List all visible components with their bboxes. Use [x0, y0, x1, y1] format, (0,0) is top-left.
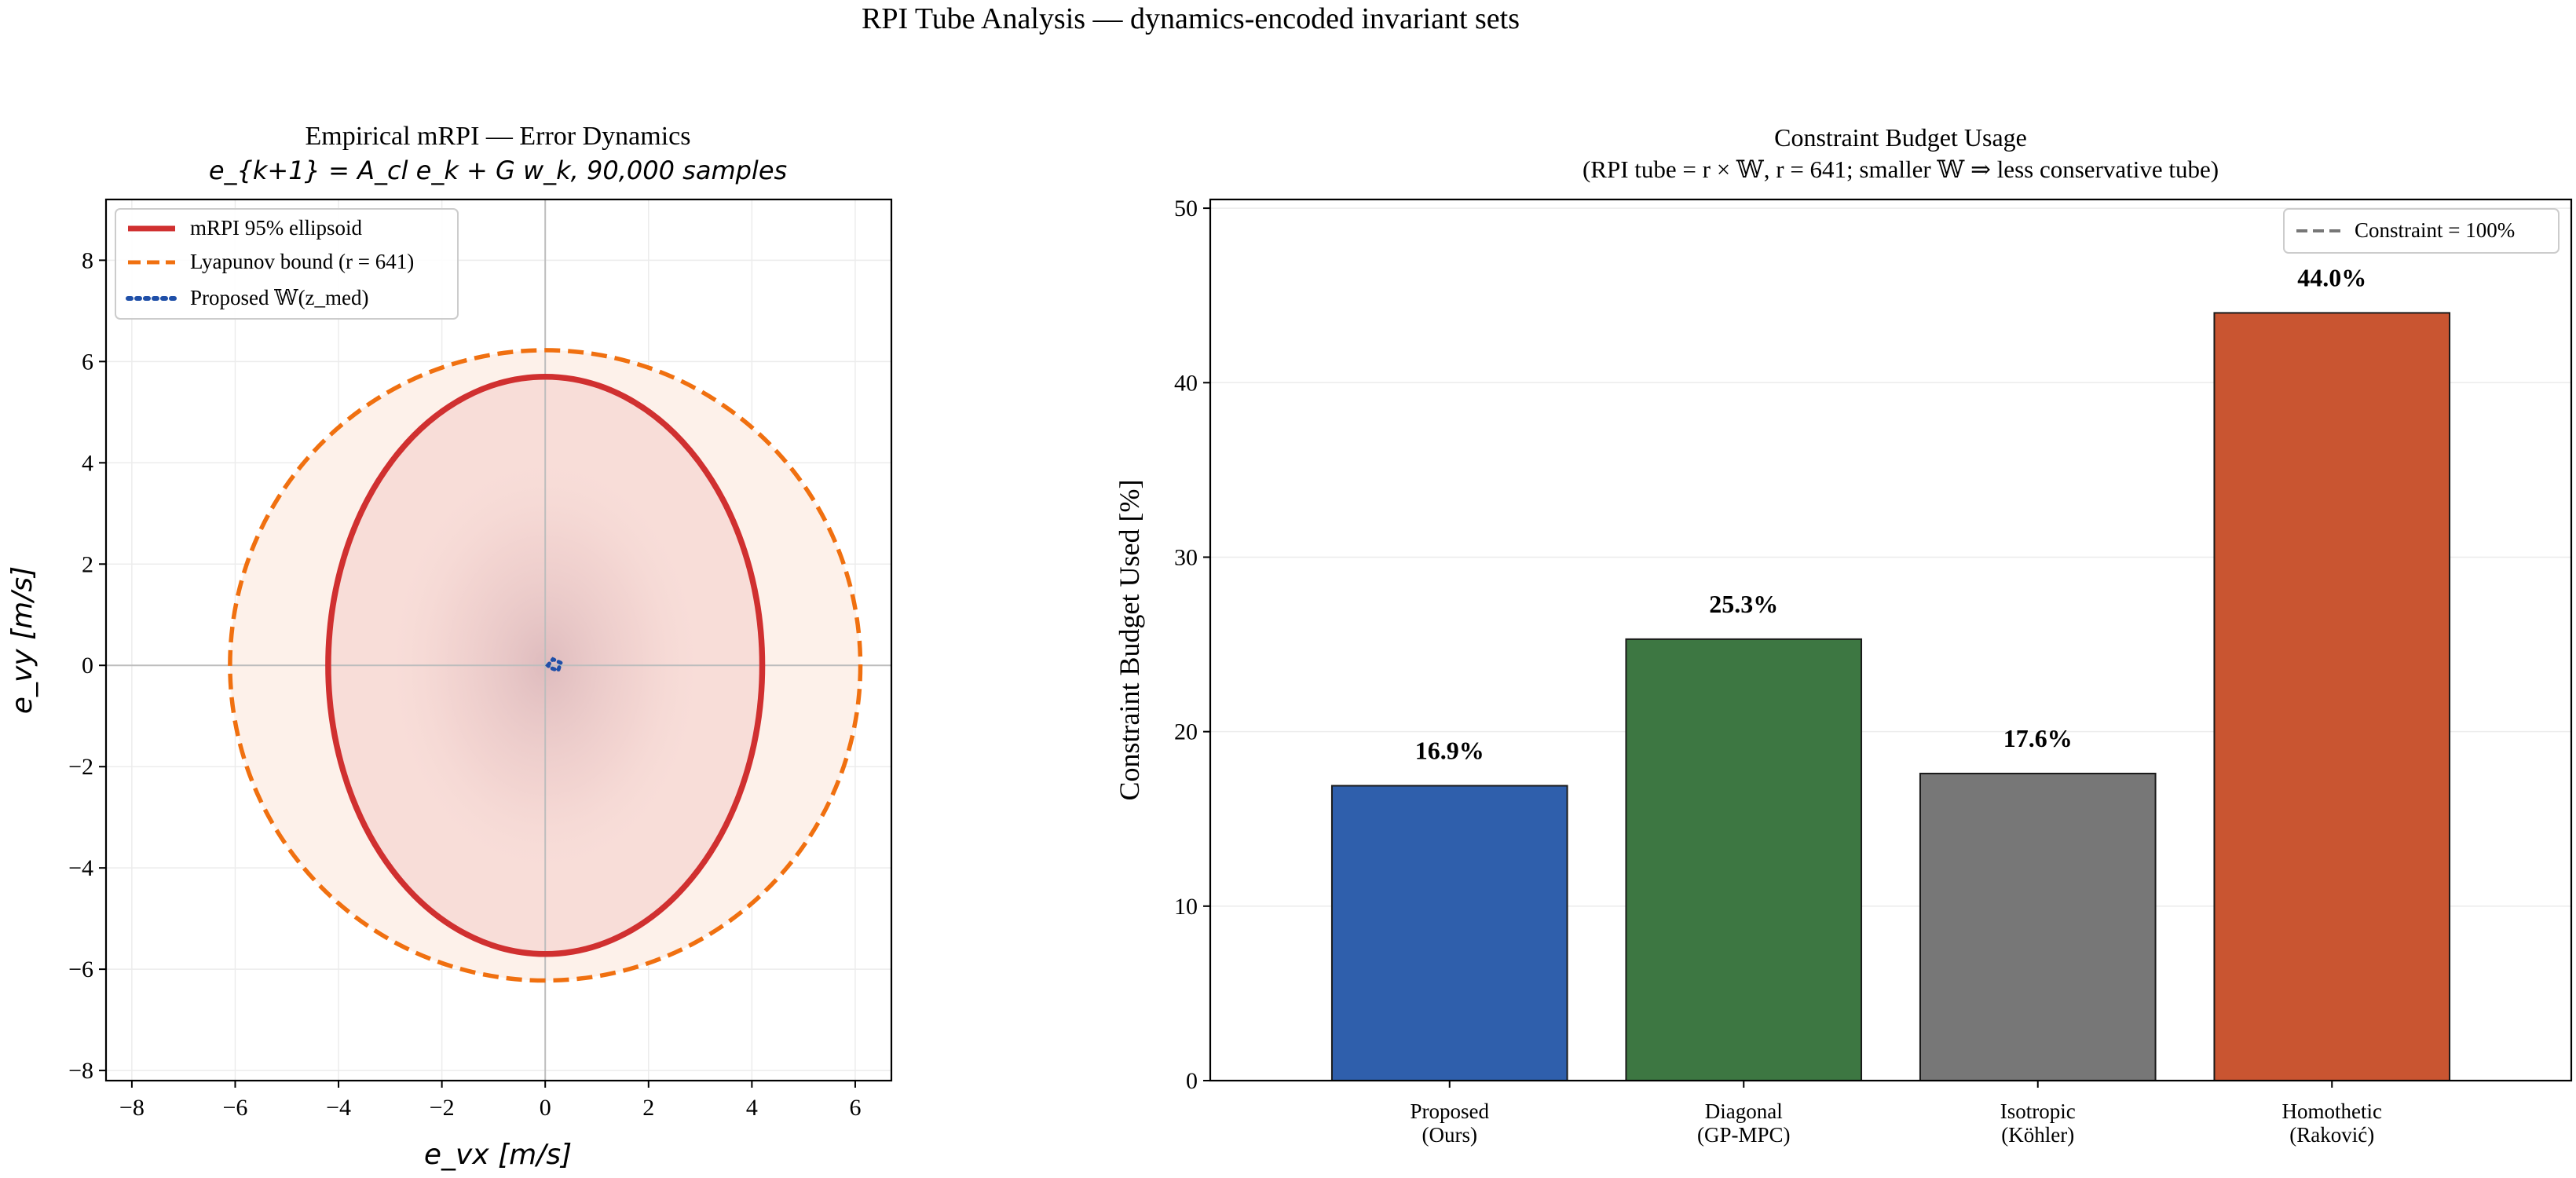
x-tick-label: 0 [540, 1095, 551, 1121]
right-plot-subtitle: (RPI tube = r × 𝕎, r = 641; smaller 𝕎 ⇒ … [1583, 155, 2219, 183]
bar-value-label: 44.0% [2297, 263, 2366, 291]
bar [2213, 312, 2451, 1081]
x-tick-label: 4 [746, 1095, 758, 1121]
left-plot-content [106, 199, 891, 1081]
y-tick-label: 50 [1174, 196, 1198, 221]
x-tick-label: Homothetic [2282, 1099, 2382, 1123]
x-tick-label: 2 [642, 1095, 654, 1121]
left-ticks: −8 −6 −4 −2 0 2 4 6 −8 −6 −4 −2 0 2 4 6 8 [68, 247, 861, 1121]
x-tick-label: −2 [430, 1095, 455, 1121]
y-tick-label: 2 [82, 551, 93, 577]
y-tick-label: 40 [1174, 370, 1198, 396]
bar [1330, 785, 1568, 1081]
y-tick-label: 4 [82, 450, 93, 476]
left-plot-title: Empirical mRPI — Error Dynamics [305, 122, 690, 151]
bar [1919, 772, 2157, 1081]
x-tick-label: −6 [223, 1095, 248, 1121]
x-tick-label: (Raković) [2289, 1123, 2374, 1147]
x-tick-label: (Köhler) [2001, 1123, 2074, 1147]
right-ylabel: Constraint Budget Used [%] [1114, 480, 1145, 801]
y-tick-label: 0 [1186, 1068, 1198, 1094]
y-tick-label: −6 [68, 957, 93, 982]
y-tick-label: 30 [1174, 544, 1198, 570]
legend-label-constraint: Constraint = 100% [2355, 218, 2515, 242]
left-xlabel: e_vx [m/s] [424, 1139, 572, 1171]
bar [1625, 638, 1863, 1081]
y-tick-label: −2 [68, 754, 93, 780]
legend-label-lyapunov: Lyapunov bound (r = 641) [190, 250, 414, 273]
bar-value-label: 25.3% [1709, 590, 1778, 618]
x-tick-label: 6 [849, 1095, 861, 1121]
x-tick-label: Diagonal [1705, 1099, 1783, 1123]
y-tick-label: 0 [82, 653, 93, 679]
x-tick-label: −4 [326, 1095, 351, 1121]
y-tick-label: 8 [82, 247, 93, 273]
right-plot-frame [1209, 198, 2573, 1082]
mrpi-ellipsoid [325, 373, 766, 957]
bar-value-label: 17.6% [2003, 724, 2073, 752]
left-plot-subtitle: e_{k+1} = A_cl e_k + G w_k, 90,000 sampl… [209, 155, 787, 185]
y-tick-label: −8 [68, 1058, 93, 1084]
right-ticks: 0 10 20 30 40 50 Proposed(Ours) Diagonal(GP-MPC… [1174, 196, 2382, 1147]
proposed-set [545, 657, 564, 673]
x-tick-label: Isotropic [2000, 1099, 2076, 1123]
y-tick-label: −4 [68, 855, 93, 881]
x-tick-label: −8 [119, 1095, 145, 1121]
right-bars: 16.9% 25.3% 17.6% 44.0% [1330, 263, 2451, 1081]
left-plot-frame [104, 198, 893, 1082]
left-plot: Empirical mRPI — Error Dynamics e_{k+1} … [6, 122, 893, 1171]
legend-label-ellipsoid: mRPI 95% ellipsoid [190, 216, 363, 240]
left-ylabel: e_vy [m/s] [6, 566, 38, 714]
y-tick-label: 20 [1174, 719, 1198, 745]
lyapunov-bound-circle [228, 348, 863, 983]
legend-label-proposed: Proposed 𝕎(z_med) [190, 286, 369, 309]
y-tick-label: 6 [82, 349, 93, 375]
x-tick-label: (Ours) [1422, 1123, 1477, 1147]
left-legend: mRPI 95% ellipsoid Lyapunov bound (r = 6… [115, 208, 459, 320]
x-tick-label: (GP-MPC) [1697, 1123, 1791, 1147]
bar-value-label: 16.9% [1415, 737, 1484, 765]
y-tick-label: 10 [1174, 894, 1198, 920]
x-tick-label: Proposed [1410, 1099, 1489, 1123]
right-plot-title: Constraint Budget Usage [1774, 123, 2027, 152]
right-legend: Constraint = 100% [2283, 208, 2560, 254]
figure-suptitle: RPI Tube Analysis — dynamics-encoded inv… [862, 2, 1520, 35]
right-plot: Constraint Budget Usage (RPI tube = r × … [1114, 123, 2573, 1147]
